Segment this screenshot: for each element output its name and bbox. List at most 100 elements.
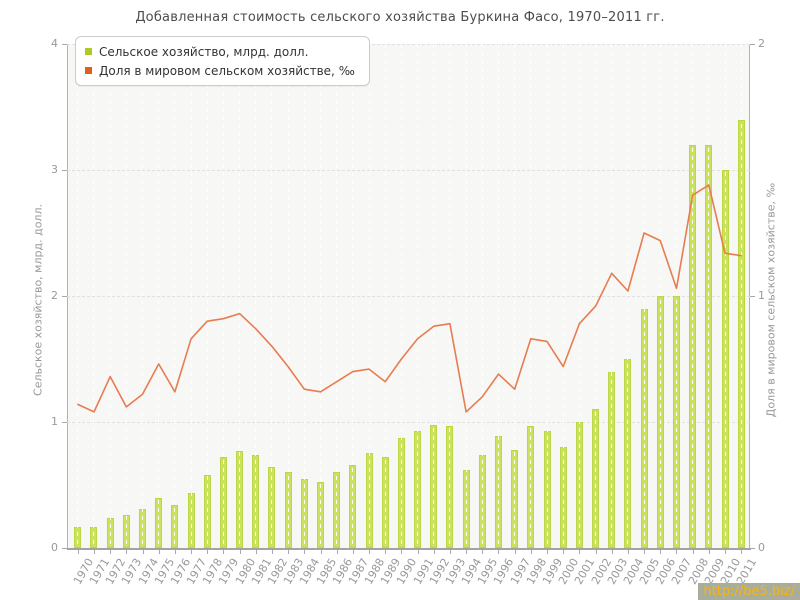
v-gridline — [692, 44, 694, 548]
y-left-label-1: 1 — [51, 415, 58, 428]
x-tick — [579, 550, 581, 554]
v-gridline — [497, 44, 499, 548]
x-tick — [482, 550, 484, 554]
v-gridline — [643, 44, 645, 548]
v-gridline — [433, 44, 435, 548]
share-line-chart — [77, 184, 743, 413]
y-right-label-0: 0 — [758, 541, 765, 554]
v-gridline — [271, 44, 273, 548]
v-gridline — [352, 44, 354, 548]
legend-label-agriculture: Сельское хозяйство, млрд. долл. — [99, 44, 309, 59]
v-gridline — [206, 44, 208, 548]
x-tick — [207, 550, 209, 554]
v-gridline — [724, 44, 726, 548]
v-gridline — [595, 44, 597, 548]
v-gridline — [562, 44, 564, 548]
v-gridline — [417, 44, 419, 548]
v-gridline — [158, 44, 160, 548]
v-gridline — [740, 44, 742, 548]
v-gridline — [514, 44, 516, 548]
x-tick — [417, 550, 419, 554]
h-gridline — [67, 296, 750, 297]
x-tick — [304, 550, 306, 554]
x-tick — [255, 550, 257, 554]
h-gridline — [67, 170, 750, 171]
v-gridline — [530, 44, 532, 548]
y-left-label-3: 3 — [51, 163, 58, 176]
share-line — [77, 184, 743, 413]
x-tick — [725, 550, 726, 554]
v-gridline — [303, 44, 305, 548]
v-gridline — [449, 44, 451, 548]
y-left-label-4: 4 — [51, 37, 58, 50]
x-tick — [644, 550, 646, 554]
v-gridline — [239, 44, 241, 548]
v-gridline — [142, 44, 144, 548]
v-gridline — [465, 44, 467, 548]
v-gridline — [190, 44, 192, 548]
v-gridline — [708, 44, 710, 548]
x-tick — [126, 550, 128, 554]
x-tick — [547, 550, 549, 554]
v-gridline — [400, 44, 402, 548]
y-axis-right-title: Доля в мировом сельском хозяйстве, ‰ — [764, 182, 778, 418]
x-tick — [530, 550, 532, 554]
x-tick — [385, 550, 387, 554]
v-gridline — [675, 44, 677, 548]
x-tick — [336, 550, 338, 554]
x-tick — [369, 550, 371, 554]
y-axis-right-line — [749, 44, 750, 550]
y-right-tick — [750, 548, 755, 549]
v-gridline — [384, 44, 386, 548]
plot-area — [67, 44, 750, 548]
legend-label-share: Доля в мировом сельском хозяйстве, ‰ — [99, 63, 355, 78]
x-axis-line — [67, 548, 751, 550]
watermark-link: http://be5.biz/ — [698, 583, 800, 600]
v-gridline — [222, 44, 224, 548]
x-tick — [498, 550, 500, 554]
x-tick — [174, 550, 176, 554]
v-gridline — [77, 44, 79, 548]
y-left-tick — [62, 44, 67, 45]
y-right-label-2: 2 — [758, 37, 765, 50]
x-tick — [239, 550, 241, 554]
x-tick — [320, 550, 322, 554]
legend-item-agriculture: Сельское хозяйство, млрд. долл. — [85, 42, 355, 61]
x-tick — [627, 550, 629, 554]
x-tick — [449, 550, 451, 554]
x-tick — [708, 550, 710, 554]
x-tick — [77, 550, 79, 554]
x-tick — [142, 550, 144, 554]
legend: Сельское хозяйство, млрд. долл. Доля в м… — [75, 36, 370, 86]
y-left-tick — [62, 170, 67, 171]
chart-title: Добавленная стоимость сельского хозяйств… — [135, 10, 665, 25]
v-gridline — [627, 44, 629, 548]
x-tick — [595, 550, 597, 554]
x-tick — [514, 550, 516, 554]
x-tick — [611, 550, 613, 554]
y-left-tick — [62, 422, 67, 423]
agriculture-swatch-icon — [85, 48, 92, 55]
x-tick — [433, 550, 435, 554]
y-axis-left-line — [67, 44, 68, 550]
legend-item-share: Доля в мировом сельском хозяйстве, ‰ — [85, 61, 355, 80]
share-swatch-icon — [85, 67, 92, 74]
v-gridline — [174, 44, 176, 548]
x-tick — [401, 550, 403, 554]
x-tick — [676, 550, 678, 554]
x-tick — [692, 550, 694, 554]
v-gridline — [481, 44, 483, 548]
v-gridline — [368, 44, 370, 548]
x-tick — [288, 550, 290, 554]
v-gridline — [336, 44, 338, 548]
h-gridline — [67, 44, 750, 45]
v-gridline — [93, 44, 95, 548]
x-tick — [660, 550, 662, 554]
y-left-label-2: 2 — [51, 289, 58, 302]
v-gridline — [659, 44, 661, 548]
y-left-tick — [62, 296, 67, 297]
v-gridline — [546, 44, 548, 548]
h-gridline — [67, 422, 750, 423]
v-gridline — [125, 44, 127, 548]
v-gridline — [287, 44, 289, 548]
